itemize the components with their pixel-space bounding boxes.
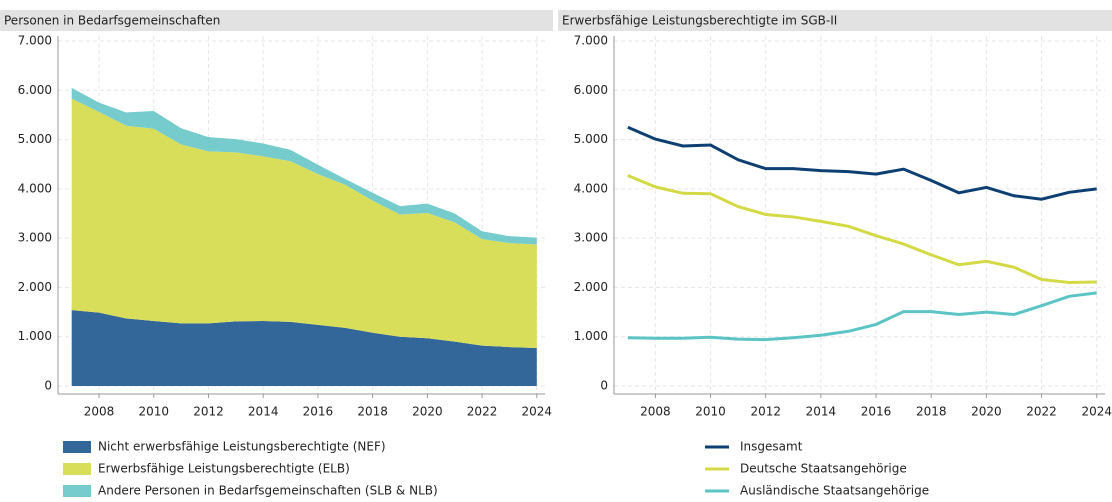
x-tick-label: 2012: [750, 405, 781, 419]
x-tick-label: 2024: [1081, 405, 1112, 419]
x-tick-label: 2014: [248, 405, 279, 419]
x-tick-label: 2014: [806, 405, 837, 419]
x-tick-label: 2020: [412, 405, 443, 419]
y-tick-label: 7.000: [574, 34, 608, 48]
chart-title: Personen in Bedarfsgemeinschaften: [4, 14, 220, 28]
x-tick-label: 2018: [357, 405, 388, 419]
y-tick-label: 7.000: [18, 34, 52, 48]
y-tick-label: 6.000: [574, 83, 608, 97]
line: [627, 174, 1097, 285]
legend-swatch: [63, 463, 91, 475]
legend-label: Nicht erwerbsfähige Leistungsberechtigte…: [98, 440, 386, 454]
panel-header: [558, 10, 1112, 31]
y-tick-label: 0: [600, 379, 608, 393]
legend-label: Erwerbsfähige Leistungsberechtigte (ELB): [98, 462, 350, 476]
x-tick-label: 2016: [861, 405, 892, 419]
x-tick-label: 2008: [84, 405, 115, 419]
y-tick-label: 1.000: [18, 329, 52, 343]
x-tick-label: 2022: [1026, 405, 1057, 419]
y-tick-label: 3.000: [574, 231, 608, 245]
x-tick-label: 2012: [193, 405, 224, 419]
y-tick-label: 5.000: [574, 132, 608, 146]
legend-label: Ausländische Staatsangehörige: [740, 484, 929, 498]
x-tick-label: 2010: [138, 405, 169, 419]
legend-label: Andere Personen in Bedarfsgemeinschaften…: [98, 484, 438, 498]
y-tick-label: 4.000: [18, 181, 52, 195]
panel-header: [0, 10, 553, 31]
x-tick-label: 2022: [467, 405, 498, 419]
y-tick-label: 0: [44, 379, 52, 393]
legend-swatch: [63, 485, 91, 497]
legend-label: Insgesamt: [740, 440, 803, 454]
area-segment: [71, 310, 537, 386]
x-tick-label: 2024: [522, 405, 553, 419]
x-tick-label: 2010: [695, 405, 726, 419]
y-tick-label: 3.000: [18, 231, 52, 245]
y-tick-label: 5.000: [18, 132, 52, 146]
x-tick-label: 2018: [916, 405, 947, 419]
y-tick-label: 2.000: [18, 280, 52, 294]
area-segment: [71, 98, 537, 349]
line: [627, 291, 1097, 342]
legend-label: Deutsche Staatsangehörige: [740, 462, 907, 476]
y-tick-label: 6.000: [18, 83, 52, 97]
chart-title: Erwerbsfähige Leistungsberechtigte im SG…: [562, 14, 837, 28]
x-tick-label: 2020: [971, 405, 1002, 419]
x-tick-label: 2016: [303, 405, 334, 419]
y-tick-label: 1.000: [574, 329, 608, 343]
area-segment: [71, 87, 537, 245]
y-tick-label: 2.000: [574, 280, 608, 294]
legend-swatch: [63, 441, 91, 453]
x-tick-label: 2008: [640, 405, 671, 419]
line: [627, 125, 1097, 201]
y-tick-label: 4.000: [574, 181, 608, 195]
